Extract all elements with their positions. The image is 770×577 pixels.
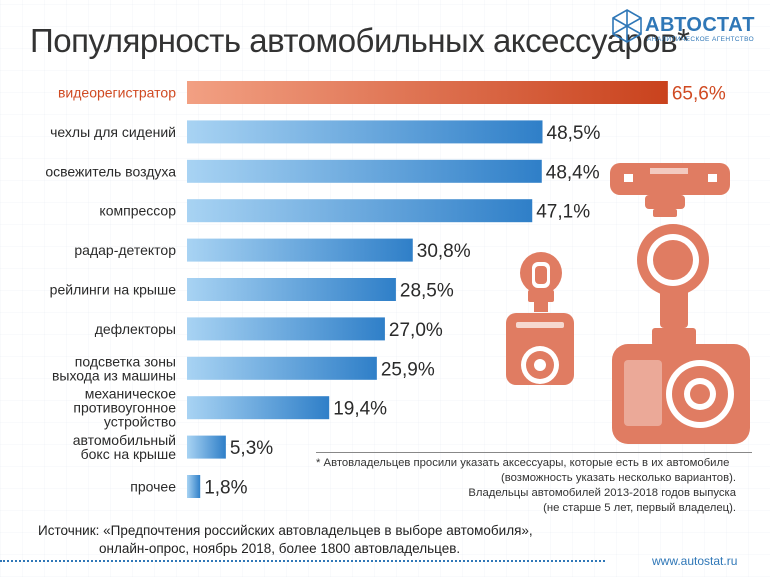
bar [187,81,668,104]
website-link[interactable]: www.autostat.ru [652,554,738,568]
category-label-line: освежитель воздуха [45,163,176,179]
value-label: 27,0% [389,320,443,341]
bar [187,199,533,223]
footnote-divider [316,452,752,453]
category-label: освежитель воздуха [45,163,176,179]
value-label: 5,3% [230,438,273,459]
category-label: подсветка зоны выхода из машины [52,353,176,383]
value-label: 28,5% [400,281,454,302]
category-label: механическое противоугонное устройство [73,386,176,430]
value-label: 47,1% [536,202,590,223]
category-label: рейлинги на крыше [50,282,177,298]
bar [187,120,543,144]
dashcam-left-icon [506,252,574,385]
source-note: Источник: «Предпочтения российских автов… [38,522,533,558]
category-label: радар-детектор [74,242,176,258]
value-label: 48,4% [546,162,600,183]
footnote-line: (возможность указать несколько вариантов… [501,472,736,484]
category-label-line: противоугонное [73,400,176,416]
bar [187,356,377,380]
bar [187,396,330,420]
value-label: 1,8% [204,478,247,499]
bar [187,435,226,459]
category-label-line: дефлекторы [95,321,176,337]
dashcam-large-icon [612,224,750,444]
category-label: видеорегистратор [58,85,176,101]
category-label-line: бокс на крыше [81,446,177,462]
logo-subtitle: АНАЛИТИЧЕСКОЕ АГЕНТСТВО [647,36,755,43]
category-label-line: механическое [85,386,176,402]
value-label: 19,4% [333,399,387,420]
page-title: Популярность автомобильных аксессуаров* [30,22,690,59]
autostat-logo-icon [612,9,642,43]
category-label: автомобильный бокс на крыше [73,432,177,462]
source-line-2: онлайн-опрос, ноябрь 2018, более 1800 ав… [99,541,461,556]
category-label-line: компрессор [99,203,176,219]
category-label-line: радар-детектор [74,242,176,258]
source-line-1: Источник: «Предпочтения российских автов… [38,523,533,538]
bar [187,238,413,262]
bar [187,317,385,341]
dashcam-small-icon [610,163,730,217]
value-label: 30,8% [417,241,471,262]
footer-dotted-line [0,560,605,562]
value-label: 65,6% [672,84,726,105]
category-label-line: рейлинги на крыше [50,282,177,298]
category-label-line: чехлы для сидений [50,124,176,140]
category-label: компрессор [99,203,176,219]
category-label-line: прочее [130,479,176,495]
value-label: 25,9% [381,359,435,380]
category-label-line: выхода из машины [52,367,176,383]
footnote-line: * Автовладельцев просили указать аксессу… [316,457,730,469]
footnote-line: Владельцы автомобилей 2013-2018 годов вы… [468,487,736,499]
bar [187,159,542,183]
category-label: прочее [130,479,176,495]
footnote-line: (не старше 5 лет, первый владелец). [543,502,736,514]
category-label-line: видеорегистратор [58,85,176,101]
category-label-line: устройство [104,414,176,430]
value-label: 48,5% [547,123,601,144]
footnote: * Автовладельцев просили указать аксессу… [316,456,736,516]
bar [187,475,201,498]
logo-name: АВТОСТАТ [645,14,755,36]
category-label-line: подсветка зоны [75,353,176,369]
category-label: чехлы для сидений [50,124,176,140]
bar [187,278,396,301]
category-label-line: автомобильный [73,432,176,448]
category-label: дефлекторы [95,321,176,337]
